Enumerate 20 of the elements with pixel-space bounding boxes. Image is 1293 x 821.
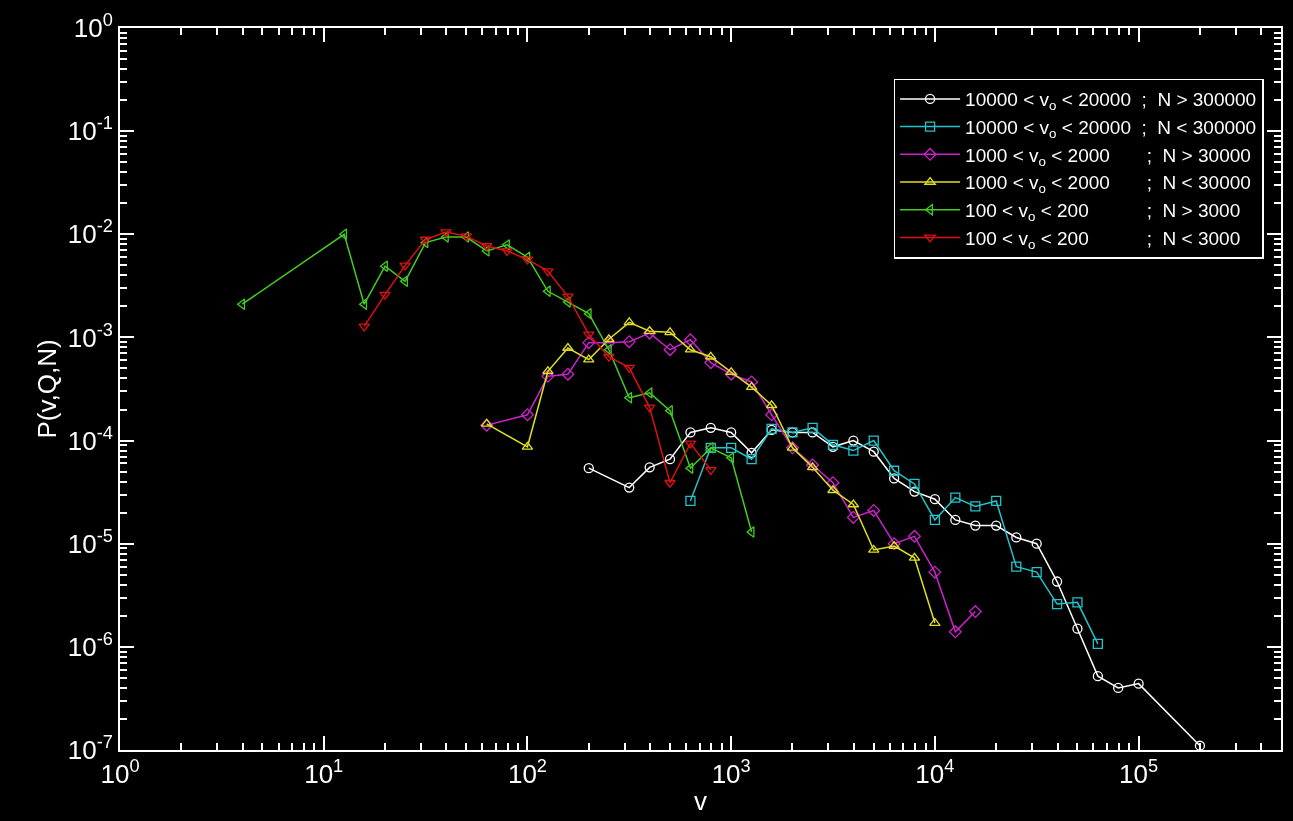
x-tick-label: 10$^{3}$ xyxy=(711,756,751,790)
legend-label: 100 < v$_{o}$ < 200 ; N > 3000 xyxy=(965,200,1241,225)
legend-label: 100 < v$_{o}$ < 200 ; N < 3000 xyxy=(965,227,1241,252)
y-tick-label: 10$^{-2}$ xyxy=(67,216,113,250)
x-tick-label: 10$^{2}$ xyxy=(507,756,547,790)
y-tick-label: 10$^{-4}$ xyxy=(67,422,113,456)
y-tick-label: 10$^{0}$ xyxy=(73,10,113,44)
y-tick-label: 10$^{-1}$ xyxy=(67,113,113,147)
y-tick-label: 10$^{-6}$ xyxy=(67,629,113,662)
legend-label: 1000 < v$_{o}$ < 2000 ; N < 30000 xyxy=(965,172,1251,197)
legend-label: 10000 < v$_{o}$ < 20000 ; N < 300000 xyxy=(965,117,1257,141)
x-tick-label: 10$^{1}$ xyxy=(304,756,344,790)
y-tick-label: 10$^{-3}$ xyxy=(67,319,113,353)
legend-label: 1000 < v$_{o}$ < 2000 ; N > 30000 xyxy=(965,144,1251,169)
x-tick-label: 10$^{5}$ xyxy=(1119,756,1159,790)
x-tick-label: 10$^{4}$ xyxy=(915,756,955,790)
y-tick-label: 10$^{-5}$ xyxy=(67,525,113,559)
x-axis-title: v xyxy=(694,786,707,817)
legend-label: 10000 < v$_{o}$ < 20000 ; N > 300000 xyxy=(965,89,1257,114)
y-axis-title: P(v,Q,N) xyxy=(31,339,62,439)
